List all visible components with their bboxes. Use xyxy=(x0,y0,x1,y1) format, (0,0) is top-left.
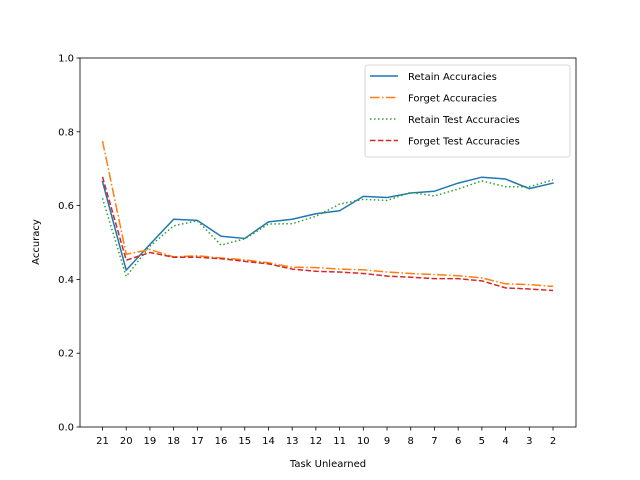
y-tick-label: 0.2 xyxy=(58,349,74,360)
legend-label: Retain Accuracies xyxy=(408,72,497,83)
x-tick-label: 16 xyxy=(215,436,228,447)
x-tick-label: 5 xyxy=(479,436,485,447)
x-tick-label: 7 xyxy=(431,436,437,447)
legend-label: Forget Test Accuracies xyxy=(408,136,520,147)
y-axis-label: Accuracy xyxy=(31,219,42,265)
x-tick-label: 19 xyxy=(144,436,157,447)
axes-layer: 0.0 0.2 0.4 0.6 0.8 1.0 21 20 19 18 17 16 15 14 13 12 11… xyxy=(58,54,577,447)
legend-label: Retain Test Accuracies xyxy=(408,115,520,126)
y-tick-label: 0.4 xyxy=(58,275,74,286)
y-tick-label: 0.8 xyxy=(58,127,74,138)
legend-box xyxy=(364,64,571,158)
x-tick-label: 4 xyxy=(502,436,508,447)
x-tick-label: 9 xyxy=(384,436,390,447)
series-line-1 xyxy=(101,176,554,271)
x-tick-label: 12 xyxy=(310,436,323,447)
series-line-2 xyxy=(101,140,554,288)
x-tick-label: 15 xyxy=(238,436,251,447)
y-tick-label: 0.0 xyxy=(58,423,74,434)
x-tick-label: 11 xyxy=(333,436,346,447)
x-tick-label: 8 xyxy=(408,436,414,447)
x-tick-label: 17 xyxy=(191,436,204,447)
x-axis-label: Task Unlearned xyxy=(289,459,366,470)
x-tick-label: 20 xyxy=(120,436,133,447)
plot-frame xyxy=(79,57,577,428)
x-tick-label: 14 xyxy=(262,436,275,447)
series-line-4 xyxy=(101,176,554,292)
x-tick-label: 18 xyxy=(167,436,180,447)
x-tick-label: 3 xyxy=(526,436,532,447)
x-tick-label: 6 xyxy=(455,436,461,447)
x-tick-label: 2 xyxy=(550,436,556,447)
series-layer xyxy=(101,140,554,292)
y-tick-label: 0.6 xyxy=(58,201,74,212)
legend: Retain Accuracies Forget Accuracies Retain… xyxy=(364,64,571,158)
legend-label: Forget Accuracies xyxy=(408,93,497,104)
x-tick-label: 21 xyxy=(96,436,109,447)
y-tick-label: 1.0 xyxy=(58,54,74,65)
x-tick-label: 13 xyxy=(286,436,299,447)
x-tick-label: 10 xyxy=(357,436,370,447)
